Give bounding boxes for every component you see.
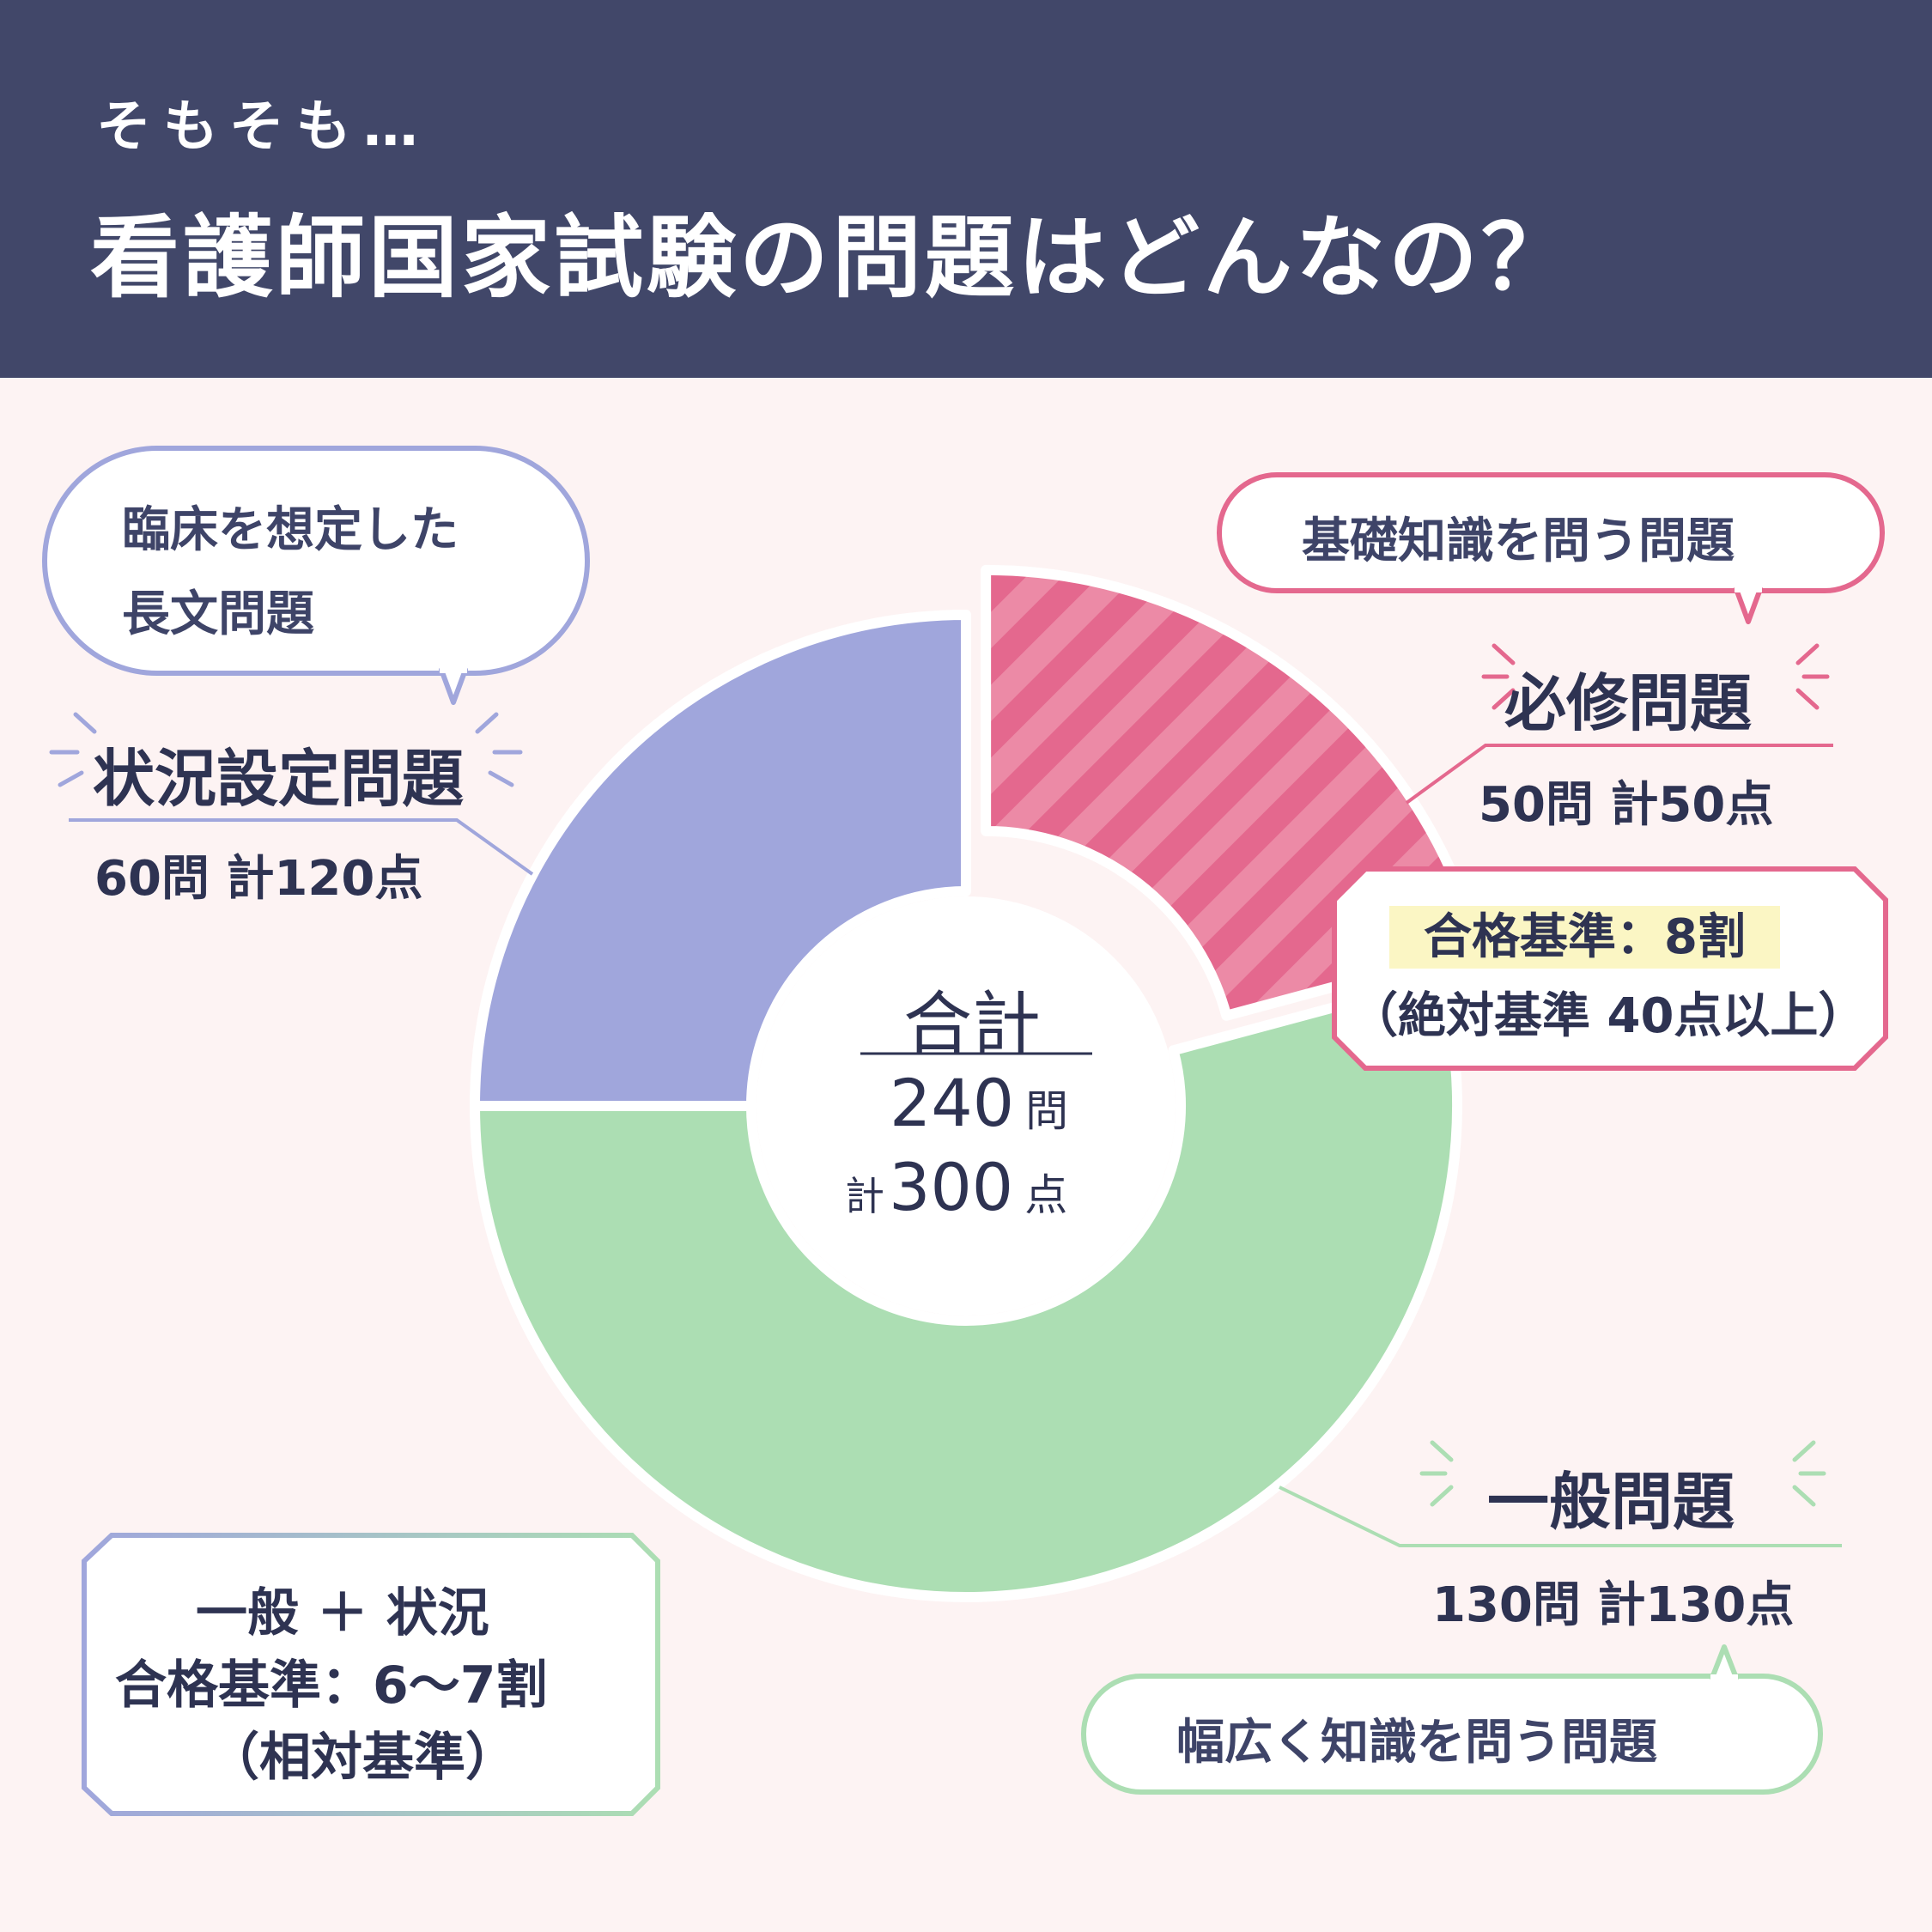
general-bubble-text: 幅広く知識を問う問題 bbox=[1176, 1715, 1657, 1771]
essential-criteria-highlight: 合格基準：8割 bbox=[1389, 906, 1780, 969]
center-questions-unit: 問 bbox=[1025, 1086, 1069, 1136]
essential-bubble-shape bbox=[1217, 472, 1885, 593]
essential-category-label: 必修問題 bbox=[1504, 667, 1753, 739]
essential-criteria-line2: （絶対基準 40点以上） bbox=[1350, 988, 1867, 1044]
essential-stats: 50問 計50点 bbox=[1479, 777, 1774, 833]
situational-stats: 60問 計120点 bbox=[94, 851, 423, 907]
general-category-label: 一般問題 bbox=[1487, 1466, 1735, 1538]
donut-center-hole bbox=[756, 896, 1176, 1315]
center-questions-value: 240 bbox=[890, 1065, 1015, 1141]
essential-leader-line bbox=[1405, 744, 1833, 805]
header-banner: そもそも… 看護師国家試験の問題はどんなの？ bbox=[0, 0, 1932, 378]
essential-bubble-tail bbox=[1734, 586, 1763, 624]
general-stats: 130問 計130点 bbox=[1432, 1577, 1795, 1633]
essential-bubble-text: 基礎知識を問う問題 bbox=[1302, 513, 1735, 569]
header-subtitle: そもそも… bbox=[96, 95, 430, 159]
general-leader-line bbox=[1279, 1485, 1842, 1547]
center-total-label: 合計 bbox=[903, 984, 1041, 1064]
combined-criteria-box bbox=[82, 1533, 660, 1816]
situational-bubble-line1: 臨床を想定した bbox=[122, 502, 459, 558]
situational-bubble-shape bbox=[42, 446, 590, 676]
situational-category-label: 状況設定問題 bbox=[93, 743, 465, 815]
center-points-value: 300 bbox=[889, 1149, 1014, 1225]
situational-bubble-tail bbox=[439, 667, 468, 705]
situational-leader-line bbox=[69, 818, 534, 876]
situational-emphasis-marks bbox=[49, 712, 523, 787]
essential-emphasis-marks bbox=[1481, 643, 1830, 710]
general-emphasis-marks bbox=[1419, 1440, 1826, 1507]
combined-criteria-line2: 合格基準：6～7割 bbox=[115, 1656, 548, 1716]
combined-criteria-line1: 一般 ＋ 状況 bbox=[196, 1583, 489, 1643]
combined-criteria-line3: （相対基準） bbox=[208, 1728, 517, 1788]
center-points-unit: 点 bbox=[1024, 1170, 1068, 1220]
center-questions: 240 問 bbox=[890, 1065, 1068, 1141]
donut-slice-general bbox=[470, 973, 1462, 1602]
situational-bubble-line2: 長文問題 bbox=[122, 586, 314, 642]
center-points: 計 300 点 bbox=[845, 1149, 1067, 1225]
donut-slice-situational bbox=[470, 610, 971, 1111]
essential-criteria-line1: 合格基準：8割 bbox=[1389, 898, 1780, 969]
general-bubble-tail bbox=[1710, 1644, 1739, 1680]
page-title: 看護師国家試験の問題はどんなの？ bbox=[90, 205, 1575, 310]
center-points-prefix: 計 bbox=[845, 1173, 884, 1219]
general-bubble-shape bbox=[1081, 1674, 1823, 1795]
